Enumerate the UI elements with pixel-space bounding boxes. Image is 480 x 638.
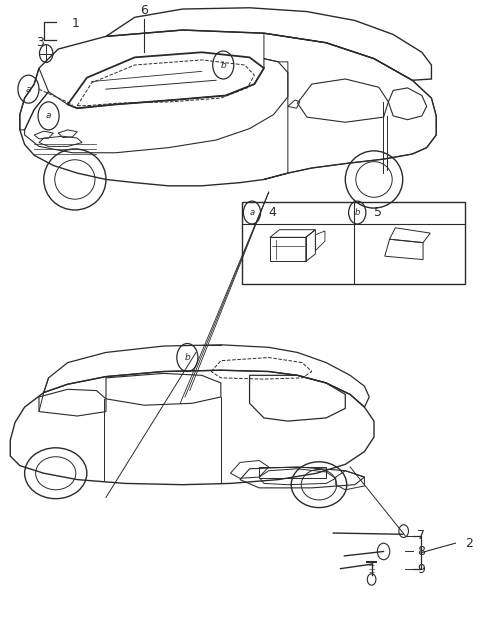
Text: b: b <box>184 353 190 362</box>
Text: 6: 6 <box>140 4 148 17</box>
Text: 1: 1 <box>72 17 79 30</box>
Text: a: a <box>46 112 51 121</box>
Text: 5: 5 <box>374 206 382 219</box>
Text: 3: 3 <box>36 36 44 49</box>
Text: a: a <box>26 85 31 94</box>
Text: b: b <box>355 208 360 217</box>
Text: 4: 4 <box>269 206 276 219</box>
Text: 8: 8 <box>417 545 425 558</box>
Text: 2: 2 <box>465 537 473 550</box>
Text: 7: 7 <box>417 529 425 542</box>
Text: 9: 9 <box>417 563 425 575</box>
Text: a: a <box>250 208 254 217</box>
Text: b: b <box>220 61 226 70</box>
